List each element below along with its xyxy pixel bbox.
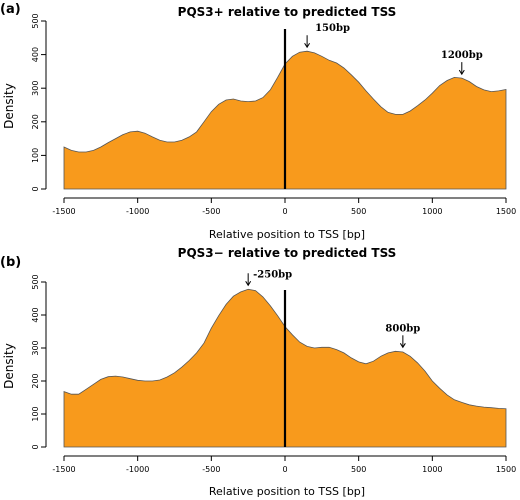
- x-tick-label-a-1: -1000: [126, 207, 149, 216]
- x-axis-label-a: Relative position to TSS [bp]: [209, 228, 365, 241]
- x-tick-label-b-6: 1500: [496, 465, 516, 474]
- panel-label-a: (a): [0, 2, 21, 17]
- y-tick-label-a-0: 0: [31, 186, 40, 191]
- y-tick-label-a-3: 300: [31, 81, 40, 96]
- panel-label-b: (b): [0, 255, 21, 270]
- x-tick-label-b-3: 0: [282, 465, 287, 474]
- y-tick-label-a-5: 500: [31, 13, 40, 28]
- chart-title-a: PQS3+ relative to predicted TSS: [178, 5, 397, 19]
- chart-title-b: PQS3− relative to predicted TSS: [178, 246, 397, 260]
- annotation-label-a-1: 1200bp: [441, 50, 483, 61]
- y-tick-label-b-2: 200: [31, 373, 40, 388]
- x-tick-label-b-2: -500: [202, 465, 220, 474]
- y-tick-label-b-5: 500: [31, 274, 40, 289]
- x-tick-label-a-4: 500: [351, 207, 366, 216]
- annotation-label-b-0: -250bp: [253, 269, 292, 280]
- x-tick-label-b-5: 1000: [422, 465, 442, 474]
- x-tick-label-a-3: 0: [282, 207, 287, 216]
- annotation-label-a-0: 150bp: [315, 23, 350, 34]
- y-tick-label-b-3: 300: [31, 340, 40, 355]
- y-tick-label-b-4: 400: [31, 307, 40, 322]
- annotation-arrowhead-b-1: [399, 343, 406, 349]
- x-tick-label-a-6: 1500: [496, 207, 516, 216]
- x-axis-label-b: Relative position to TSS [bp]: [209, 485, 365, 498]
- y-tick-label-a-4: 400: [31, 47, 40, 62]
- x-tick-label-b-0: -1500: [52, 465, 75, 474]
- x-tick-label-a-2: -500: [202, 207, 220, 216]
- panel-b: (b) PQS3− relative to predicted TSS Dens…: [0, 246, 516, 498]
- annotation-arrowhead-a-0: [304, 42, 311, 49]
- panel-a: (a) PQS3+ relative to predicted TSS Dens…: [0, 2, 516, 241]
- plot-area-b: -1500 -1000 -500 0 500 1000 1500 0 100 200 300 400 5…: [31, 269, 516, 474]
- annotation-label-b-1: 800bp: [385, 323, 420, 334]
- x-tick-label-b-1: -1000: [126, 465, 149, 474]
- y-axis-label-a: Density: [2, 83, 16, 129]
- x-tick-label-a-5: 1000: [422, 207, 442, 216]
- annotation-arrowhead-b-0: [245, 280, 252, 287]
- y-tick-label-a-2: 200: [31, 114, 40, 129]
- y-axis-label-b: Density: [2, 343, 16, 389]
- plot-area-a: -1500 -1000 -500 0 500 1000 1500 0 100 200 300 400 5…: [31, 13, 516, 216]
- y-tick-label-a-1: 100: [31, 148, 40, 163]
- y-tick-label-b-0: 0: [31, 444, 40, 449]
- y-tick-label-b-1: 100: [31, 406, 40, 421]
- x-tick-label-b-4: 500: [351, 465, 366, 474]
- annotation-arrowhead-a-1: [458, 69, 465, 76]
- x-tick-label-a-0: -1500: [52, 207, 75, 216]
